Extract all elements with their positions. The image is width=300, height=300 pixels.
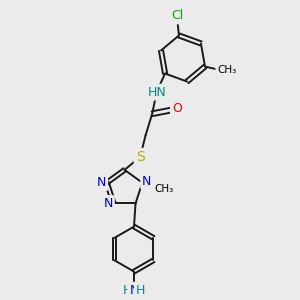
Text: H: H (123, 284, 132, 297)
Text: Cl: Cl (171, 10, 184, 22)
Text: N: N (97, 176, 106, 189)
Text: S: S (136, 150, 145, 164)
Text: N: N (103, 197, 113, 210)
Text: N: N (129, 284, 139, 297)
Text: H: H (136, 284, 145, 297)
Text: CH₃: CH₃ (154, 184, 174, 194)
Text: N: N (142, 175, 152, 188)
Text: O: O (172, 102, 182, 115)
Text: CH₃: CH₃ (217, 64, 236, 74)
Text: HN: HN (147, 85, 166, 99)
